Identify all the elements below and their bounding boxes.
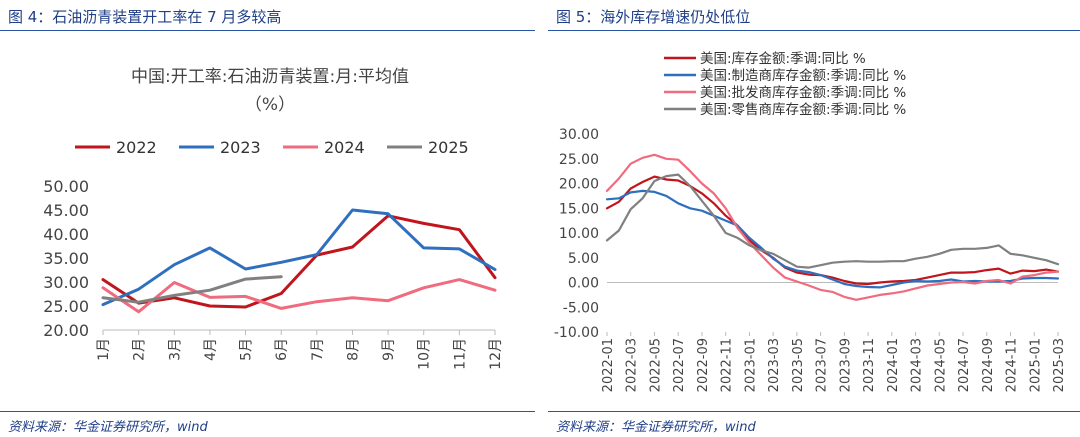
left-x-tick-label: 9月 bbox=[381, 338, 397, 361]
left-figure-title: 图 4：石油沥青装置开工率在 7 月多较高 bbox=[8, 8, 282, 26]
left-chart-title: 中国:开工率:石油沥青装置:月:平均值 bbox=[131, 67, 409, 87]
left-y-axis: 20.00 25.00 30.00 35.00 40.00 45.00 50.00 bbox=[43, 177, 89, 340]
left-x-tick-label: 10月 bbox=[417, 338, 433, 370]
right-title-rule bbox=[548, 30, 1080, 31]
left-x-tick-label: 4月 bbox=[203, 338, 219, 361]
right-legend-label-2: 美国:批发商库存金额:季调:同比 % bbox=[700, 85, 906, 101]
right-x-tick-label: 2024-09 bbox=[981, 338, 996, 392]
left-x-tick-label: 8月 bbox=[345, 338, 361, 361]
right-x-tick-label: 2025-01 bbox=[1028, 338, 1043, 392]
right-y-tick-label: 0.00 bbox=[568, 276, 599, 292]
right-series-group bbox=[605, 153, 1060, 301]
left-x-tick-label: 1月 bbox=[96, 338, 112, 361]
right-x-tick-label: 2023-05 bbox=[791, 338, 806, 392]
left-legend-label-2025: 2025 bbox=[428, 138, 469, 157]
left-y-tick-label: 25.00 bbox=[43, 297, 89, 316]
right-y-tick-label: 15.00 bbox=[559, 201, 599, 217]
left-y-tick-label: 20.00 bbox=[43, 321, 89, 340]
right-legend-label-3: 美国:零售商库存金额:季调:同比 % bbox=[700, 102, 906, 118]
left-series-line-2023 bbox=[101, 208, 497, 307]
left-series-line-2025 bbox=[101, 275, 283, 304]
left-x-axis: 1月 2月 3月 4月 5月 6月 7月 8月 9月 10月 11月 12月 bbox=[96, 329, 504, 370]
right-figure-panel: 图 5：海外库存增速仍处低位 美国:库存金额:季调:同比 % 美国:制造商库存金额… bbox=[548, 0, 1080, 437]
right-y-axis: -10.00 -5.00 0.00 5.00 10.00 15.00 20.00 25.00 3… bbox=[554, 127, 599, 341]
right-source-rule bbox=[548, 411, 1080, 412]
left-y-tick-label: 35.00 bbox=[43, 249, 89, 268]
left-y-tick-label: 45.00 bbox=[43, 201, 89, 220]
right-y-tick-label: -5.00 bbox=[563, 300, 599, 316]
right-series-line-3 bbox=[605, 173, 1060, 269]
left-series-line-2024 bbox=[101, 278, 497, 314]
left-x-tick-label: 7月 bbox=[310, 338, 326, 361]
right-x-tick-label: 2024-07 bbox=[957, 338, 972, 392]
right-x-tick-label: 2022-05 bbox=[648, 338, 663, 392]
right-x-tick-label: 2023-03 bbox=[767, 338, 782, 392]
left-chart: 中国:开工率:石油沥青装置:月:平均值 （%） 2022 2023 2024 2025… bbox=[43, 67, 504, 370]
left-series-group bbox=[101, 208, 497, 314]
right-x-tick-label: 2022-07 bbox=[672, 338, 687, 392]
right-series-line-1 bbox=[605, 189, 1060, 289]
right-y-tick-label: 10.00 bbox=[559, 226, 599, 242]
right-x-tick-label: 2022-03 bbox=[625, 338, 640, 392]
left-y-tick-label: 50.00 bbox=[43, 177, 89, 196]
left-chart-subtitle: （%） bbox=[245, 95, 295, 115]
left-source-rule bbox=[0, 411, 535, 412]
left-figure-panel: 图 4：石油沥青装置开工率在 7 月多较高 中国:开工率:石油沥青装置:月:平均… bbox=[0, 0, 535, 437]
left-legend-label-2023: 2023 bbox=[220, 138, 261, 157]
left-x-tick-label: 2月 bbox=[132, 338, 148, 361]
right-x-tick-label: 2023-11 bbox=[862, 338, 877, 392]
right-x-tick-label: 2023-01 bbox=[743, 338, 758, 392]
right-y-tick-label: -10.00 bbox=[554, 325, 599, 341]
right-x-tick-label: 2024-01 bbox=[886, 338, 901, 392]
right-source-note: 资料来源：华金证券研究所，wind bbox=[556, 420, 756, 435]
right-x-tick-label: 2022-11 bbox=[720, 338, 735, 392]
left-legend: 2022 2023 2024 2025 bbox=[75, 138, 469, 157]
right-x-tick-label: 2022-01 bbox=[601, 338, 616, 392]
right-legend: 美国:库存金额:季调:同比 %美国:制造商库存金额:季调:同比 %美国:批发商库… bbox=[664, 51, 906, 118]
left-x-tick-label: 6月 bbox=[274, 338, 290, 361]
left-x-tick-label: 3月 bbox=[167, 338, 183, 361]
right-y-tick-label: 30.00 bbox=[559, 127, 599, 143]
left-y-tick-label: 30.00 bbox=[43, 273, 89, 292]
left-x-tick-label: 12月 bbox=[488, 338, 504, 370]
right-y-tick-label: 25.00 bbox=[559, 152, 599, 168]
right-figure-title: 图 5：海外库存增速仍处低位 bbox=[556, 8, 751, 26]
left-legend-label-2022: 2022 bbox=[116, 138, 157, 157]
right-x-tick-label: 2023-09 bbox=[838, 338, 853, 392]
right-legend-label-1: 美国:制造商库存金额:季调:同比 % bbox=[700, 68, 906, 84]
right-legend-label-0: 美国:库存金额:季调:同比 % bbox=[700, 51, 866, 67]
right-x-tick-label: 2025-03 bbox=[1052, 338, 1067, 392]
right-x-tick-label: 2024-05 bbox=[933, 338, 948, 392]
right-x-tick-label: 2022-09 bbox=[696, 338, 711, 392]
right-y-tick-label: 5.00 bbox=[568, 251, 599, 267]
right-x-axis: 2022-01 2022-03 2022-05 2022-07 2022-09 2022-… bbox=[601, 282, 1067, 392]
left-legend-label-2024: 2024 bbox=[324, 138, 365, 157]
left-x-tick-label: 11月 bbox=[452, 338, 468, 370]
left-series-line-2022 bbox=[101, 214, 497, 309]
right-series-line-0 bbox=[605, 175, 1060, 286]
right-chart: 美国:库存金额:季调:同比 %美国:制造商库存金额:季调:同比 %美国:批发商库… bbox=[554, 51, 1067, 392]
right-x-tick-label: 2024-03 bbox=[910, 338, 925, 392]
right-y-tick-label: 20.00 bbox=[559, 177, 599, 193]
left-x-tick-label: 5月 bbox=[239, 338, 255, 361]
left-y-tick-label: 40.00 bbox=[43, 225, 89, 244]
right-x-tick-label: 2023-07 bbox=[815, 338, 830, 392]
left-title-rule bbox=[0, 30, 535, 31]
right-x-tick-label: 2024-11 bbox=[1005, 338, 1020, 392]
right-series-line-2 bbox=[605, 153, 1060, 301]
left-source-note: 资料来源：华金证券研究所，wind bbox=[8, 420, 208, 435]
